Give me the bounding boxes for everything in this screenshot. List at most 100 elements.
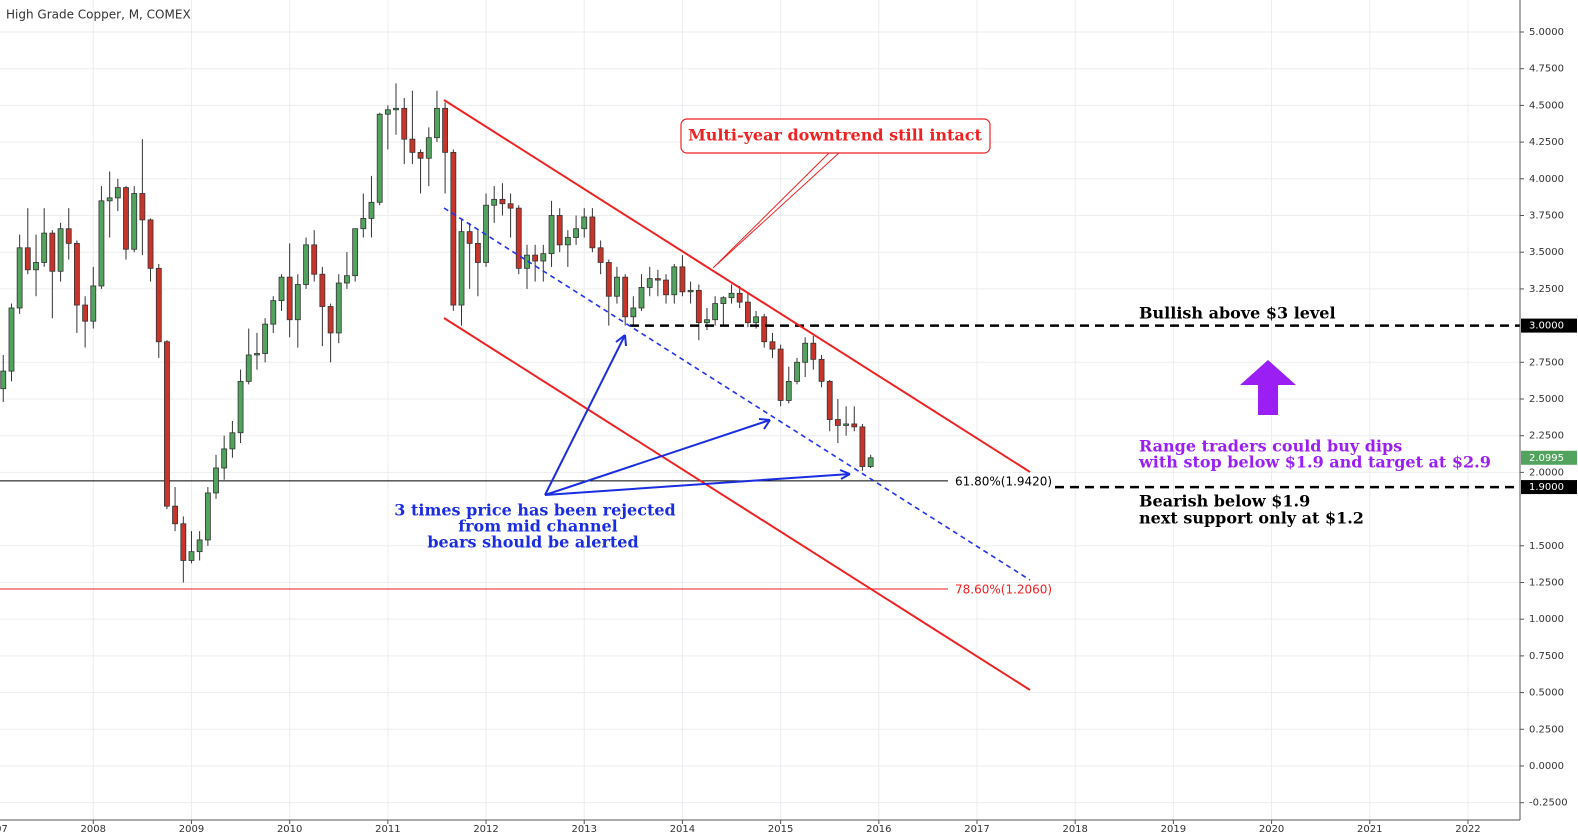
- candle-body: [270, 300, 277, 325]
- up-arrow: [1240, 360, 1296, 415]
- candle-body: [802, 342, 809, 363]
- arrow: [544, 473, 851, 496]
- candle-body: [491, 198, 498, 206]
- candle-body: [818, 358, 825, 382]
- candle-body: [24, 247, 31, 271]
- candle-body: [327, 306, 334, 334]
- candle-body: [597, 247, 604, 263]
- y-tick-label: 0.0000: [1529, 761, 1564, 772]
- y-tick-label: 4.5000: [1529, 100, 1564, 111]
- candle-body: [409, 138, 416, 153]
- candle-body: [16, 247, 23, 309]
- annotation: Bullish above $3 level: [1139, 304, 1336, 323]
- candle-body: [180, 523, 187, 561]
- channel-lower: [443, 317, 1031, 691]
- x-tick-label: 2008: [81, 824, 106, 835]
- annotation: next support only at $1.2: [1139, 509, 1364, 528]
- candle-body: [687, 289, 694, 293]
- candle-body: [65, 228, 72, 244]
- candle-body: [131, 193, 138, 250]
- candle-body: [303, 244, 309, 285]
- price-tag: [1521, 318, 1577, 333]
- candle-body: [614, 276, 620, 297]
- candle-body: [254, 353, 260, 356]
- candle-body: [589, 216, 596, 249]
- x-tick-label: 2017: [964, 824, 989, 835]
- candle-body: [90, 285, 97, 322]
- candle-body: [474, 242, 481, 263]
- candle-body: [401, 107, 408, 140]
- candle-body: [204, 492, 211, 541]
- candle-body: [777, 348, 784, 401]
- candle-body: [335, 282, 342, 334]
- candle-body: [654, 278, 661, 281]
- price-tag-label: 3.0000: [1529, 321, 1564, 332]
- candle-body: [540, 253, 547, 262]
- callout-pointer: [712, 151, 841, 269]
- candle-body: [425, 137, 432, 159]
- candle-body: [466, 231, 473, 244]
- y-tick-label: 5.0000: [1529, 27, 1564, 38]
- candle-body: [745, 301, 751, 324]
- annotation: Multi-year downtrend still intact: [688, 126, 982, 145]
- y-tick-label: 2.5000: [1529, 394, 1564, 405]
- candle-body: [229, 432, 236, 450]
- candle-body: [245, 354, 252, 382]
- y-tick-label: 0.7500: [1529, 651, 1564, 662]
- annotation: bears should be alerted: [427, 533, 638, 552]
- x-tick-label: 2007: [0, 824, 8, 835]
- candle-body: [851, 423, 858, 428]
- y-tick-label: 1.2500: [1529, 577, 1564, 588]
- annotation: 3 times price has been rejected: [394, 501, 675, 520]
- y-tick-label: 1.0000: [1529, 614, 1564, 625]
- y-tick-label: 4.2500: [1529, 137, 1564, 148]
- candle-body: [507, 203, 514, 209]
- plot: 61.80%(1.9420) 78.60%(1.2060): [0, 83, 1520, 596]
- candle-body: [704, 319, 710, 324]
- last-price-tag: [1521, 450, 1577, 465]
- arrow-head: [758, 418, 771, 430]
- x-tick-label: 2015: [768, 824, 793, 835]
- annotation: with stop below $1.9 and target at $2.9: [1138, 453, 1491, 472]
- candle-body: [499, 198, 506, 205]
- candle-body: [384, 109, 391, 115]
- candle-body: [556, 215, 563, 246]
- candle-body: [393, 107, 399, 111]
- candle-body: [352, 228, 359, 277]
- candle-body: [147, 219, 154, 269]
- candle-body: [532, 254, 539, 262]
- candle-body: [114, 187, 121, 199]
- candle-body: [736, 292, 743, 303]
- last-price-label: 2.0995: [1529, 453, 1564, 464]
- y-tick-label: 2.7500: [1529, 357, 1564, 368]
- candle-body: [139, 193, 146, 221]
- candle-body: [515, 207, 522, 269]
- channel-mid: [443, 207, 1031, 581]
- candle-body: [442, 107, 449, 153]
- y-tick-label: 3.2500: [1529, 284, 1564, 295]
- candle-body: [548, 215, 555, 255]
- candle-body: [564, 237, 571, 246]
- candle-body: [663, 279, 669, 296]
- candle-body: [278, 276, 285, 302]
- candle-body: [73, 242, 80, 306]
- x-tick-label: 2013: [572, 824, 597, 835]
- y-tick-label: 3.7500: [1529, 210, 1564, 221]
- x-tick-label: 2011: [375, 824, 400, 835]
- fib-label: 61.80%(1.9420): [955, 474, 1052, 488]
- candle-body: [82, 304, 89, 322]
- candle-body: [712, 303, 719, 321]
- candle-body: [155, 267, 162, 343]
- candle-body: [671, 266, 678, 296]
- candle-body: [123, 187, 129, 250]
- annotation: Range traders could buy dips: [1139, 437, 1402, 456]
- candle-body: [834, 419, 841, 426]
- arrow: [544, 334, 626, 496]
- fib-label: 78.60%(1.2060): [955, 582, 1052, 596]
- y-tick-label: 4.0000: [1529, 174, 1564, 185]
- candle-body: [368, 201, 375, 219]
- channel-upper: [443, 99, 1031, 473]
- candle-body: [344, 275, 350, 284]
